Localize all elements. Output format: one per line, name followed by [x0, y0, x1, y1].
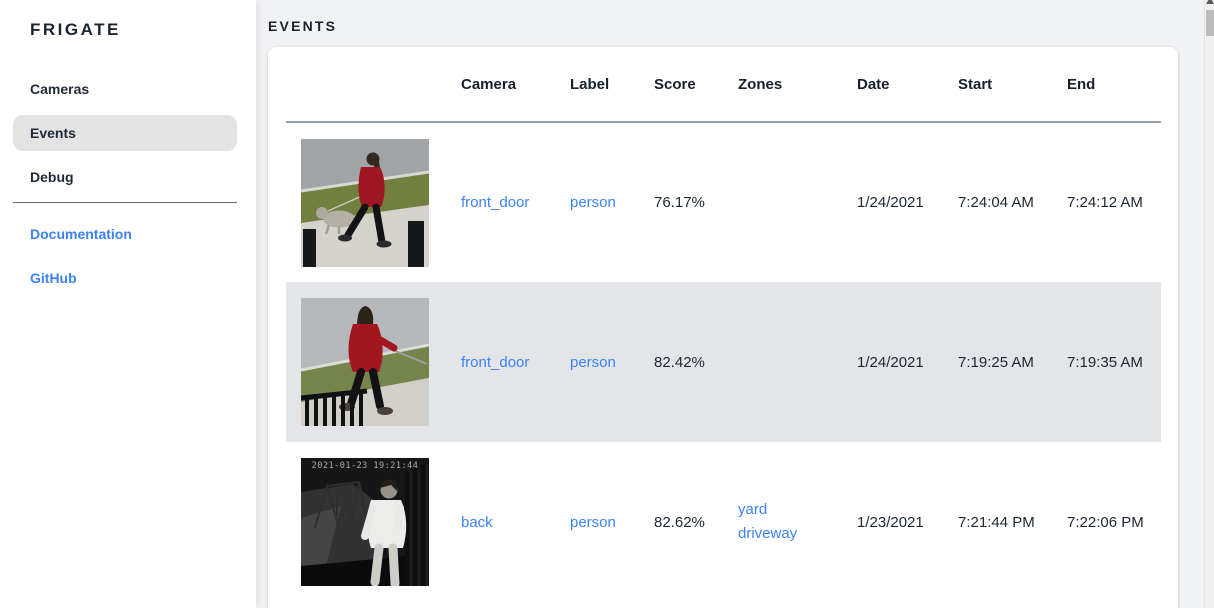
scrollbar-thumb[interactable] [1206, 10, 1214, 36]
events-table: Camera Label Score Zones Date Start End [286, 47, 1161, 602]
start-value: 7:19:25 AM [958, 282, 1067, 442]
camera-link[interactable]: back [461, 513, 493, 531]
end-value: 7:19:35 AM [1067, 282, 1161, 442]
col-end: End [1067, 47, 1161, 123]
event-row[interactable]: 2021-01-23 19:21:44 back person 82.62% y… [286, 442, 1161, 602]
sidebar-item-events[interactable]: Events [13, 115, 237, 151]
label-link[interactable]: person [570, 513, 616, 531]
score-value: 82.42% [654, 282, 738, 442]
score-value: 76.17% [654, 194, 705, 211]
events-card: Camera Label Score Zones Date Start End [268, 47, 1178, 608]
thumbnail-timestamp: 2021-01-23 19:21:44 [312, 461, 419, 471]
sidebar-nav: Cameras Events Debug [0, 67, 256, 199]
col-zones: Zones [738, 47, 857, 123]
label-link[interactable]: person [570, 194, 616, 211]
col-start: Start [958, 47, 1067, 123]
sidebar-divider [13, 202, 237, 203]
date-value: 1/23/2021 [857, 513, 924, 531]
date-value: 1/24/2021 [857, 282, 958, 442]
zone-link[interactable]: driveway [738, 525, 798, 542]
zone-link[interactable]: yard [738, 501, 768, 518]
sidebar: FRIGATE Cameras Events Debug Documentati… [0, 0, 256, 608]
col-label: Label [570, 47, 654, 123]
sidebar-link-documentation[interactable]: Documentation [30, 226, 132, 242]
col-thumbnail [286, 47, 461, 123]
label-link[interactable]: person [570, 353, 616, 371]
event-thumbnail[interactable] [301, 298, 429, 426]
end-value: 7:24:12 AM [1067, 194, 1143, 211]
sidebar-item-cameras[interactable]: Cameras [30, 81, 90, 97]
date-value: 1/24/2021 [857, 194, 924, 211]
camera-link[interactable]: front_door [461, 194, 530, 211]
zones-cell [738, 282, 857, 442]
event-thumbnail[interactable]: 2021-01-23 19:21:44 [301, 458, 429, 586]
start-value: 7:24:04 AM [958, 194, 1034, 211]
col-camera: Camera [461, 47, 570, 123]
app-logo: FRIGATE [30, 20, 121, 39]
col-score: Score [654, 47, 738, 123]
zones-cell: yard driveway [738, 442, 857, 602]
event-thumbnail[interactable] [301, 138, 429, 267]
score-value: 82.62% [654, 513, 705, 531]
event-row[interactable]: front_door person 82.42% 1/24/2021 7:19:… [286, 282, 1161, 442]
page-title: EVENTS [268, 18, 338, 34]
sidebar-links: Documentation GitHub [0, 212, 256, 300]
sidebar-item-debug[interactable]: Debug [30, 169, 74, 185]
sidebar-link-github[interactable]: GitHub [30, 270, 77, 286]
camera-link[interactable]: front_door [461, 353, 530, 371]
vertical-scrollbar[interactable] [1204, 0, 1214, 608]
main-content: EVENTS Camera Label Score Zones Date Sta… [256, 0, 1214, 608]
event-row[interactable]: front_door person 76.17% 1/24/2021 7:24:… [286, 122, 1161, 282]
end-value: 7:22:06 PM [1067, 513, 1144, 531]
col-date: Date [857, 47, 958, 123]
start-value: 7:21:44 PM [958, 513, 1035, 531]
table-header-row: Camera Label Score Zones Date Start End [286, 47, 1161, 123]
scroll-up-arrow-icon[interactable] [1206, 0, 1214, 4]
zones-cell [738, 122, 857, 282]
